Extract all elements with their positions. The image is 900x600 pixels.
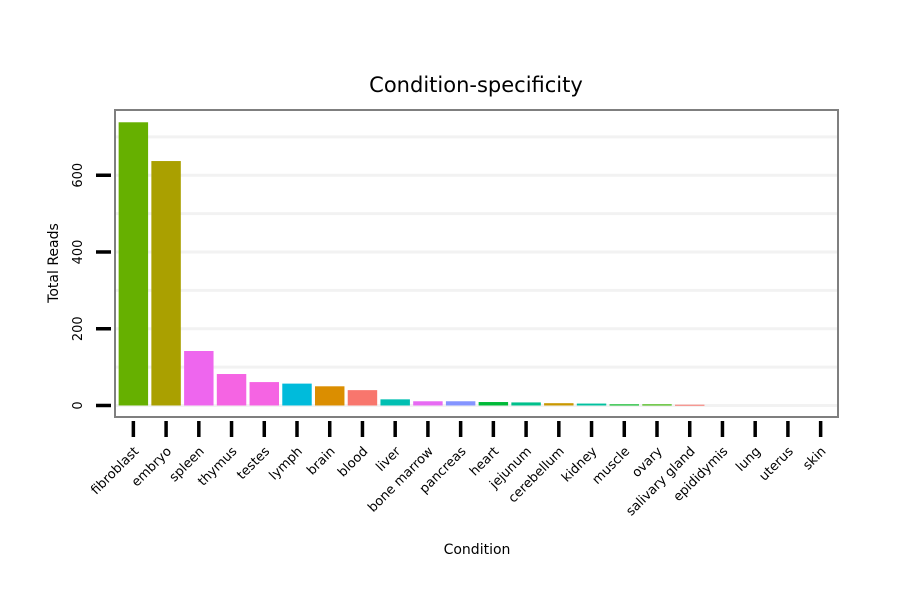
x-axis: fibroblastembryospleenthymustesteslymphb… xyxy=(88,421,829,519)
bar-pancreas xyxy=(445,401,476,406)
x-tick-label: skin xyxy=(800,444,829,473)
y-tick-label: 0 xyxy=(71,401,86,409)
bar-salivary-gland xyxy=(675,404,705,406)
bar-brain xyxy=(315,386,345,406)
gridlines xyxy=(115,135,838,407)
bar-heart xyxy=(478,402,509,406)
x-tick-label: testes xyxy=(234,444,273,483)
x-tick-label: blood xyxy=(335,444,371,480)
x-tick-label: lymph xyxy=(267,444,306,483)
chart-title: Condition-specificity xyxy=(369,73,583,97)
bar-lymph xyxy=(282,383,312,406)
y-tick-label: 200 xyxy=(71,316,86,341)
bar-liver xyxy=(380,399,410,406)
bar-bone-marrow xyxy=(413,401,443,406)
bar-embryo xyxy=(151,161,181,406)
x-tick-label: uterus xyxy=(757,444,797,484)
plot-panel-border xyxy=(114,109,839,418)
bar-ovary xyxy=(642,404,672,406)
bar-thymus xyxy=(216,374,247,406)
y-tick-label: 600 xyxy=(71,163,86,188)
y-axis-label: Total Reads xyxy=(46,223,62,304)
y-axis: 0 200 400 600 xyxy=(71,163,111,410)
bar-fibroblast xyxy=(118,122,149,406)
x-axis-label: Condition xyxy=(444,542,511,558)
x-tick-label: brain xyxy=(304,444,338,478)
bar-spleen xyxy=(184,350,214,406)
bar-cerebellum xyxy=(544,403,574,406)
bar-jejunum xyxy=(511,402,541,406)
bar-muscle xyxy=(609,404,639,406)
bar-testes xyxy=(249,382,279,406)
bars xyxy=(118,122,705,406)
bar-kidney xyxy=(576,403,607,406)
y-tick-label: 400 xyxy=(71,240,86,265)
x-tick-label: fibroblast xyxy=(88,444,142,498)
bar-blood xyxy=(347,390,378,406)
